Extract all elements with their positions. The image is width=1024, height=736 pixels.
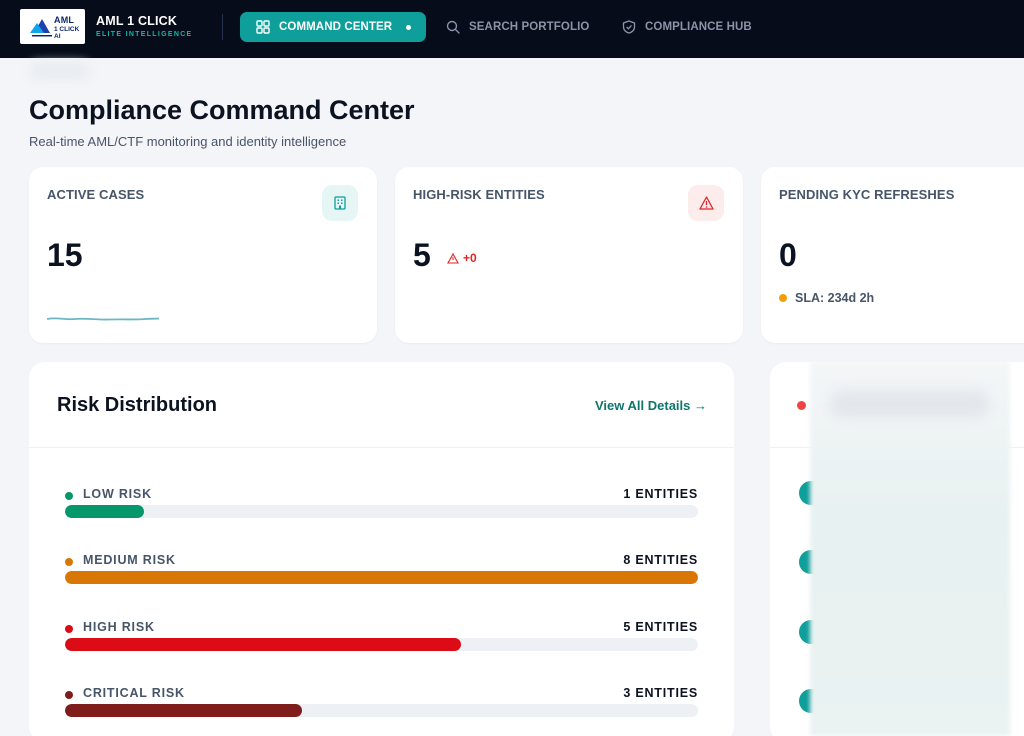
risk-distribution-panel: Risk Distribution View All Details → LOW… <box>29 362 734 736</box>
risk-bar-fill <box>65 571 698 584</box>
stat-value: 0 <box>779 237 797 273</box>
risk-count: 8 ENTITIES <box>623 553 698 567</box>
blurred-breadcrumb <box>30 62 90 80</box>
stat-card-pending-kyc[interactable]: PENDING KYC REFRESHES 0 SLA: 234d 2h <box>761 167 1024 343</box>
nav-divider <box>222 14 223 40</box>
stat-label: ACTIVE CASES <box>47 187 145 202</box>
nav-label: COMPLIANCE HUB <box>645 21 752 33</box>
sparkline <box>47 317 159 321</box>
stat-value: 15 <box>47 237 83 273</box>
top-nav: AML 1 CLICK AI AML 1 CLICK ELITE INTELLI… <box>0 0 1024 58</box>
nav-label: SEARCH PORTFOLIO <box>469 21 590 33</box>
risk-bar-track <box>65 638 698 651</box>
panel-title: Risk Distribution <box>57 394 218 416</box>
active-dot <box>406 25 411 30</box>
sla-indicator: SLA: 234d 2h <box>779 291 874 305</box>
risk-count: 1 ENTITIES <box>623 487 698 501</box>
risk-dot <box>65 625 73 633</box>
stat-label: HIGH-RISK ENTITIES <box>413 187 545 202</box>
panel-divider <box>29 447 734 448</box>
risk-row-low[interactable]: LOW RISK 1 ENTITIES <box>65 487 698 527</box>
brand-title: AML 1 CLICK <box>96 14 178 28</box>
brand-subtitle: ELITE INTELLIGENCE <box>96 31 193 38</box>
building-icon <box>322 185 358 221</box>
nav-command-center[interactable]: COMMAND CENTER <box>240 12 426 42</box>
risk-bar-track <box>65 505 698 518</box>
risk-row-medium[interactable]: MEDIUM RISK 8 ENTITIES <box>65 553 698 593</box>
nav-label: COMMAND CENTER <box>279 21 393 33</box>
stat-card-high-risk[interactable]: HIGH-RISK ENTITIES 5 +0 <box>395 167 743 343</box>
logo-text: AML <box>54 15 75 25</box>
page-title: Compliance Command Center <box>29 95 415 125</box>
risk-count: 3 ENTITIES <box>623 686 698 700</box>
shield-icon <box>622 20 636 34</box>
delta-value: +0 <box>463 251 477 265</box>
nav-compliance-hub[interactable]: COMPLIANCE HUB <box>622 12 752 42</box>
stat-card-active-cases[interactable]: ACTIVE CASES 15 <box>29 167 377 343</box>
grid-icon <box>256 20 270 34</box>
nav-search-portfolio[interactable]: SEARCH PORTFOLIO <box>446 12 589 42</box>
risk-name: MEDIUM RISK <box>83 553 176 567</box>
risk-count: 5 ENTITIES <box>623 620 698 634</box>
risk-dot <box>65 691 73 699</box>
risk-row-critical[interactable]: CRITICAL RISK 3 ENTITIES <box>65 686 698 726</box>
sla-dot <box>779 294 787 302</box>
risk-bar-track <box>65 571 698 584</box>
risk-dot <box>65 558 73 566</box>
risk-bar-track <box>65 704 698 717</box>
view-all-details-link[interactable]: View All Details → <box>595 398 707 413</box>
risk-name: HIGH RISK <box>83 620 155 634</box>
live-dot <box>797 401 806 410</box>
search-icon <box>446 20 460 34</box>
warning-small-icon <box>447 252 459 264</box>
logo-mark-icon <box>30 19 52 37</box>
risk-dot <box>65 492 73 500</box>
risk-bar-fill <box>65 704 303 717</box>
risk-bar-fill <box>65 638 461 651</box>
delta-badge: +0 <box>447 251 477 265</box>
sla-text: SLA: 234d 2h <box>795 291 875 305</box>
risk-name: CRITICAL RISK <box>83 686 185 700</box>
redacted-region <box>810 362 1010 736</box>
stat-value: 5 <box>413 237 431 273</box>
risk-bar-fill <box>65 505 145 518</box>
risk-name: LOW RISK <box>83 487 152 501</box>
logo[interactable]: AML 1 CLICK AI <box>20 9 85 44</box>
logo-subtext: 1 CLICK AI <box>54 26 80 40</box>
stat-label: PENDING KYC REFRESHES <box>779 187 955 202</box>
risk-row-high[interactable]: HIGH RISK 5 ENTITIES <box>65 620 698 660</box>
page-subtitle: Real-time AML/CTF monitoring and identit… <box>29 134 347 149</box>
redacted-title <box>830 390 990 418</box>
warning-icon <box>688 185 724 221</box>
